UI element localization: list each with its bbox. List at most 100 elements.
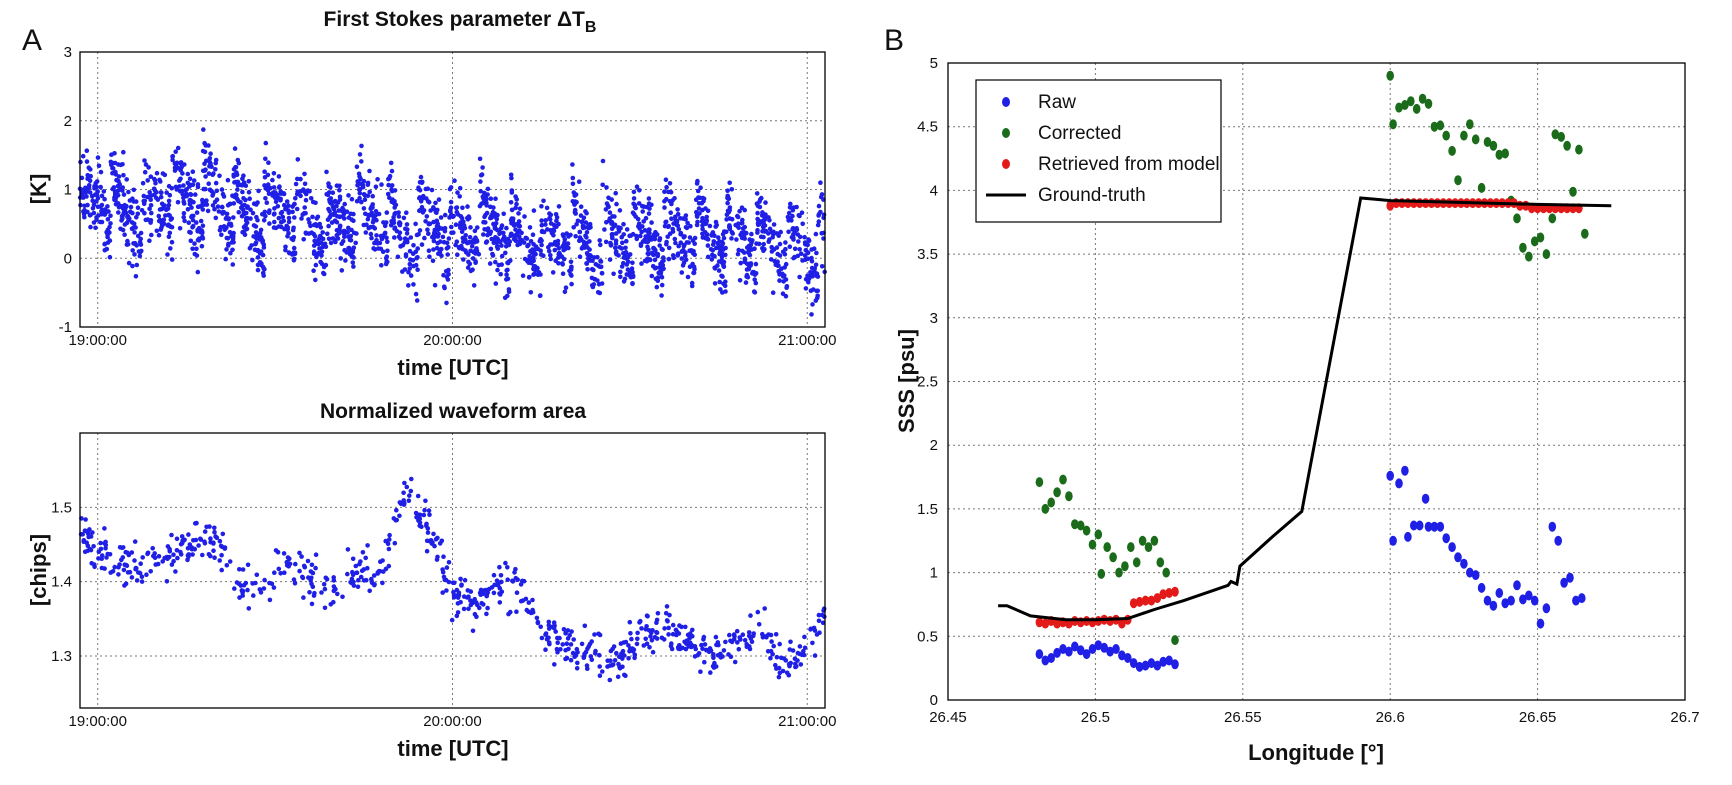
data-point	[462, 577, 468, 583]
data-point	[200, 223, 206, 228]
point-raw	[1094, 640, 1103, 651]
data-point	[780, 291, 786, 297]
data-point	[122, 583, 127, 588]
point-raw	[1106, 646, 1114, 657]
data-point	[568, 272, 573, 277]
data-point	[610, 235, 615, 241]
data-point	[446, 244, 451, 250]
data-point	[307, 590, 312, 595]
data-point	[142, 169, 148, 175]
data-point	[517, 234, 522, 240]
data-point	[654, 232, 660, 237]
data-point	[618, 274, 623, 280]
data-point	[522, 214, 527, 219]
data-point	[148, 193, 154, 198]
data-point	[194, 520, 199, 526]
data-point	[196, 225, 202, 231]
data-point	[194, 246, 199, 252]
data-point	[700, 226, 705, 232]
data-point	[682, 234, 687, 239]
data-point	[551, 625, 557, 631]
data-point	[556, 204, 562, 209]
data-point	[426, 508, 432, 513]
data-point	[130, 210, 135, 216]
data-point	[689, 644, 694, 650]
data-point	[534, 615, 540, 621]
data-point	[807, 273, 813, 278]
data-point	[301, 237, 307, 242]
data-point	[391, 214, 396, 220]
data-point	[112, 189, 118, 195]
data-point	[710, 248, 716, 253]
data-point	[689, 283, 695, 289]
data-point	[392, 540, 398, 546]
point-raw	[1404, 531, 1412, 542]
point-raw	[1560, 577, 1568, 588]
data-point	[413, 249, 419, 255]
y-tick-label: 2.5	[917, 374, 938, 391]
data-point	[96, 549, 102, 554]
data-point	[784, 285, 789, 291]
data-point	[475, 602, 480, 608]
data-point	[692, 241, 697, 246]
point-corrected	[1563, 140, 1571, 151]
data-point	[503, 560, 508, 566]
data-point	[797, 234, 803, 240]
data-point	[104, 246, 110, 252]
data-point	[618, 269, 623, 275]
y-tick-label: -1	[59, 319, 72, 336]
data-point	[452, 178, 457, 183]
data-point	[307, 220, 312, 226]
data-point	[528, 290, 534, 295]
data-point	[302, 181, 308, 187]
data-point	[713, 224, 718, 229]
point-raw	[1495, 588, 1504, 598]
data-point	[654, 284, 660, 290]
data-point	[311, 222, 317, 228]
data-point	[632, 202, 638, 208]
data-point	[99, 212, 104, 217]
point-corrected	[1127, 542, 1135, 553]
data-point	[631, 196, 637, 201]
data-point	[241, 196, 246, 201]
data-point	[675, 223, 681, 228]
data-point	[226, 217, 231, 222]
data-point	[378, 559, 383, 564]
data-point	[748, 613, 753, 618]
data-point	[354, 198, 360, 204]
data-point	[710, 664, 716, 669]
data-point	[168, 246, 173, 251]
data-point	[148, 218, 154, 223]
data-point	[153, 562, 158, 567]
data-point	[513, 227, 518, 232]
point-corrected	[1548, 213, 1557, 224]
data-point	[641, 643, 647, 648]
data-point	[227, 230, 233, 235]
data-point	[468, 589, 474, 594]
point-raw	[1489, 600, 1498, 611]
data-point	[466, 214, 472, 219]
data-point	[669, 216, 674, 221]
data-point	[427, 254, 432, 259]
data-point	[666, 223, 671, 229]
data-point	[236, 581, 242, 586]
data-point	[394, 228, 400, 234]
data-point	[659, 267, 665, 272]
data-point	[276, 195, 281, 201]
data-point	[175, 199, 181, 205]
data-point	[620, 648, 626, 654]
data-point	[589, 275, 595, 281]
data-point	[187, 184, 192, 189]
data-point	[303, 210, 308, 216]
y-tick-label: 3	[64, 44, 72, 61]
data-point	[188, 238, 194, 244]
data-point	[417, 512, 423, 518]
data-point	[330, 236, 336, 241]
chart-a-top-ylabel: [K]	[26, 174, 51, 205]
data-point	[430, 540, 435, 545]
data-point	[698, 185, 703, 190]
data-point	[506, 287, 512, 292]
point-raw	[1424, 521, 1433, 532]
data-point	[639, 626, 644, 631]
